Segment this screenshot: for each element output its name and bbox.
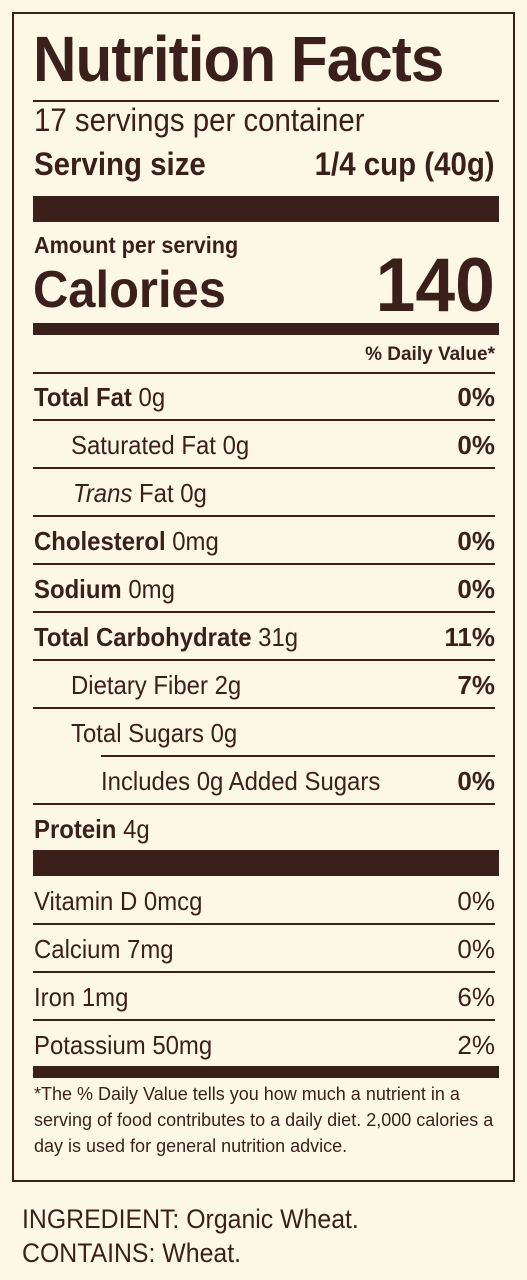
daily-value-header: % Daily Value* [365,344,495,365]
nutrient-protein: Protein 4g [34,814,150,844]
dv-total-fat: 0% [457,382,495,412]
nutrient-saturated-fat: Saturated Fat 0g [71,430,250,460]
dv-added-sugars: 0% [457,766,495,796]
dv-dietary-fiber: 7% [457,670,495,700]
daily-value-footnote: *The % Daily Value tells you how much a … [34,1084,494,1156]
dv-vitamin-d: 0% [457,886,495,916]
row-divider [33,467,495,469]
thick-divider-top [33,196,499,222]
dv-potassium: 2% [457,1030,495,1060]
nutrient-added-sugars: Includes 0g Added Sugars [101,766,381,796]
calories-label: Calories [33,261,226,319]
serving-size-value: 1/4 cup (40g) [315,146,495,182]
row-divider [33,659,495,661]
thick-divider-vitamins [33,850,499,876]
nutrient-total-sugars: Total Sugars 0g [71,718,238,748]
row-divider [33,515,495,517]
row-divider-indented [101,755,495,757]
calcium: Calcium 7mg [34,934,174,964]
nutrient-cholesterol: Cholesterol 0mg [34,526,219,556]
dv-saturated-fat: 0% [457,430,495,460]
dv-sodium: 0% [457,574,495,604]
dv-total-carbohydrate: 11% [444,622,495,652]
row-divider [33,611,495,613]
nutrient-trans-fat: Trans Fat 0g [73,478,207,508]
row-divider [33,563,495,565]
calories-value: 140 [375,243,495,328]
nutrition-facts-panel: Nutrition Facts 17 servings per containe… [12,12,515,1182]
serving-size-label: Serving size [34,146,206,182]
row-divider [33,971,495,973]
nutrient-sodium: Sodium 0mg [34,574,175,604]
potassium: Potassium 50mg [34,1030,213,1060]
row-divider [33,923,495,925]
dv-cholesterol: 0% [457,526,495,556]
ingredients-text: INGREDIENT: Organic Wheat. [22,1204,359,1234]
row-divider [33,1019,495,1021]
title-divider [33,100,499,102]
amount-per-serving: Amount per serving [34,232,239,258]
row-divider [33,803,495,805]
nutrient-total-fat: Total Fat 0g [34,382,166,412]
vitamin-d: Vitamin D 0mcg [34,886,203,916]
iron: Iron 1mg [34,982,129,1012]
allergen-contains-text: CONTAINS: Wheat. [22,1238,242,1268]
medium-divider [33,323,499,335]
dv-iron: 6% [457,982,495,1012]
dv-calcium: 0% [457,934,495,964]
row-divider [33,707,495,709]
medium-divider-bottom [33,1066,499,1078]
row-divider [33,419,495,421]
nutrient-total-carbohydrate: Total Carbohydrate 31g [34,622,299,652]
label-title: Nutrition Facts [33,23,444,95]
servings-per-container: 17 servings per container [34,102,365,138]
nutrient-dietary-fiber: Dietary Fiber 2g [71,670,242,700]
row-divider [33,372,495,374]
